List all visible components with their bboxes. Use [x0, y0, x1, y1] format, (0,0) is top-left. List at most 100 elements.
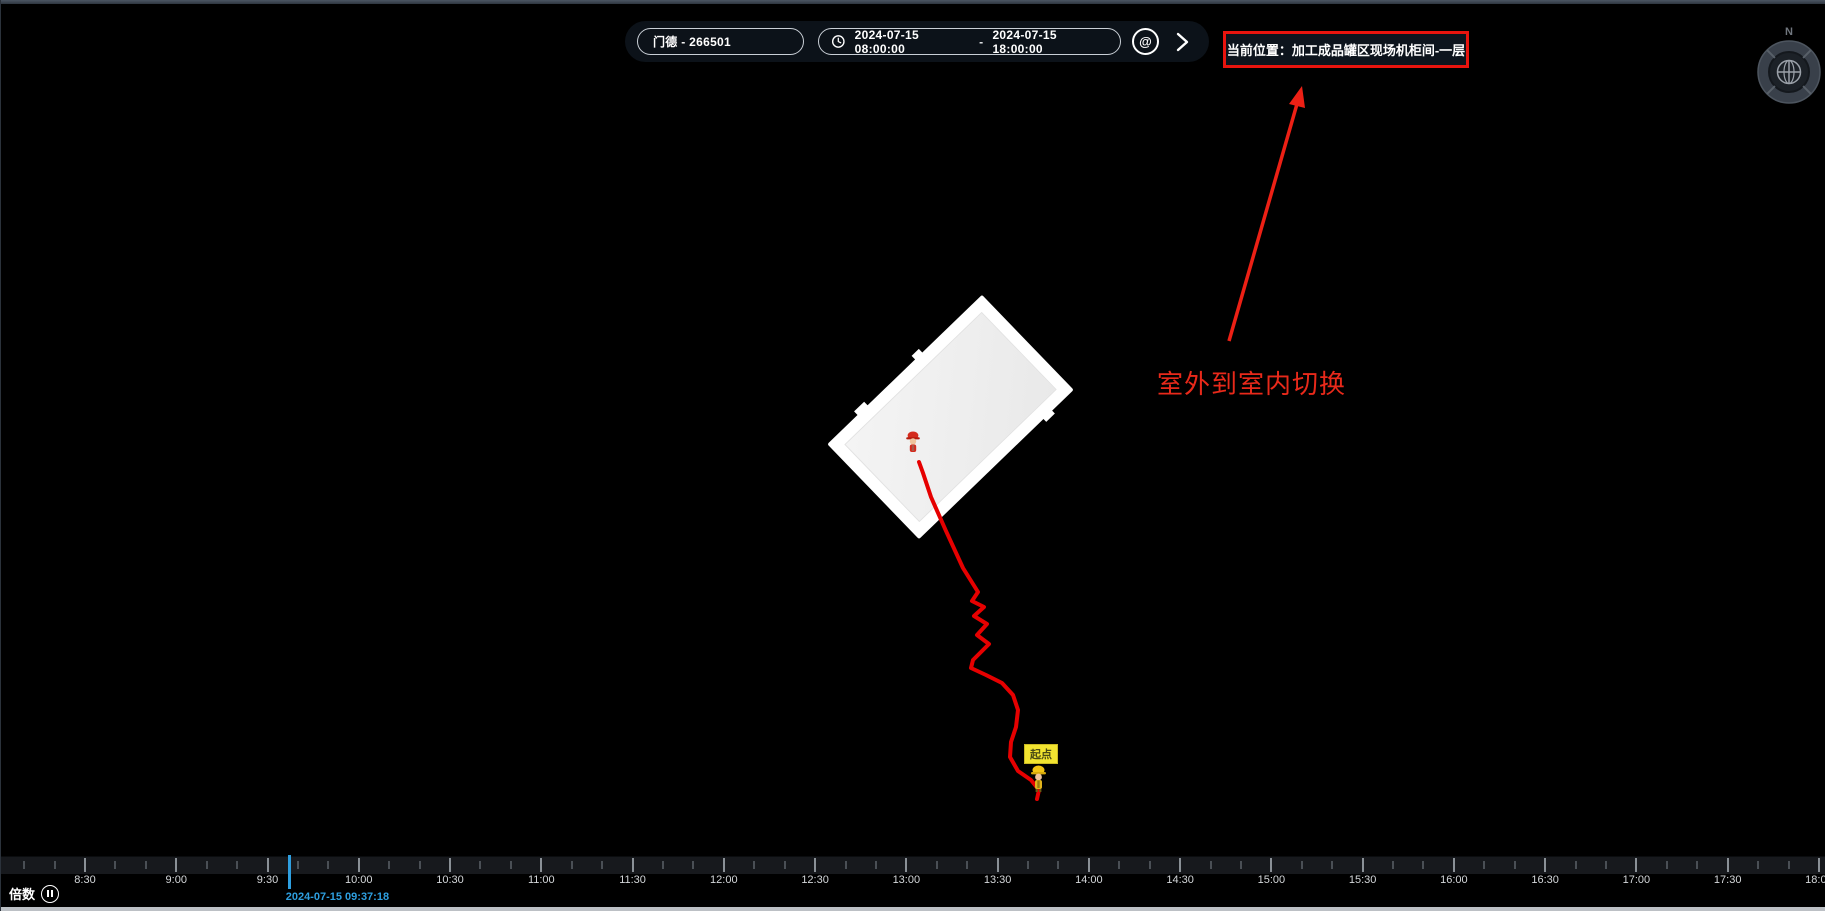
- clock-icon: [831, 35, 845, 48]
- timeline-tick-minor: [753, 861, 756, 869]
- timeline-tick-label: 15:30: [1348, 874, 1377, 886]
- timeline-tick-minor: [114, 861, 117, 869]
- timeline-tick-minor: [205, 861, 208, 869]
- timeline-tick-major: [1361, 858, 1364, 872]
- timeline-tick-major: [449, 858, 452, 872]
- timeline-cursor[interactable]: [288, 855, 292, 889]
- timeline-tick-label: 14:30: [1166, 874, 1194, 886]
- time-range-separator: -: [979, 34, 984, 49]
- timeline-tick-minor: [1483, 861, 1486, 869]
- time-range-picker[interactable]: 2024-07-15 08:00:00 - 2024-07-15 18:00:0…: [818, 27, 1121, 56]
- timeline-tick-major: [722, 858, 725, 872]
- timeline-tick-minor: [844, 861, 847, 869]
- timeline-tick-label: 17:30: [1713, 874, 1742, 886]
- window-top-edge: [1, 0, 1825, 4]
- timeline-tick-minor: [601, 861, 604, 869]
- timeline-tick-label: 10:30: [436, 874, 464, 886]
- pause-icon: [46, 890, 49, 897]
- timeline-tick-label: 13:00: [892, 874, 921, 886]
- compass-north-label: N: [1785, 26, 1793, 38]
- play-forward-button[interactable]: [1168, 27, 1196, 56]
- building-footprint: [827, 294, 1074, 540]
- timeline-tick-major: [1270, 858, 1273, 872]
- compass-control[interactable]: N: [1753, 26, 1825, 110]
- timeline-tick-minor: [1574, 861, 1577, 869]
- pause-button[interactable]: [41, 884, 60, 903]
- timeline-tick-major: [1726, 858, 1729, 872]
- timeline-tick-minor: [327, 861, 330, 869]
- timeline-tick-major: [357, 858, 360, 872]
- building-door-notch: [854, 401, 869, 416]
- worker-marker-current: [905, 430, 921, 459]
- timeline-tick-label: 12:30: [801, 874, 829, 886]
- timeline-tick-major: [1635, 858, 1638, 872]
- target-select-value: 门德 - 266501: [653, 35, 732, 49]
- timeline-tick-minor: [661, 861, 664, 869]
- timeline-tick-label: 9:00: [165, 874, 187, 886]
- timeline-tick-minor: [296, 861, 299, 869]
- timeline-tick-minor: [1513, 861, 1516, 869]
- annotation-arrow-head: [1289, 86, 1305, 108]
- timeline-tick-label: 18:00: [1805, 874, 1825, 886]
- worker-marker-start: [1030, 764, 1047, 797]
- timeline-tick-minor: [1209, 861, 1212, 869]
- globe-icon: [1776, 59, 1802, 85]
- timeline-tick-minor: [509, 861, 512, 869]
- timeline-tick-major: [814, 858, 817, 872]
- timeline-tick-label: 16:30: [1531, 874, 1559, 886]
- timeline-tick-label: 12:00: [710, 874, 738, 886]
- timeline-tick-major: [1817, 858, 1820, 872]
- timeline-tick-major: [1452, 858, 1455, 872]
- building-door-notch: [1042, 409, 1055, 422]
- time-range-end: 2024-07-15 18:00:00: [992, 27, 1057, 56]
- timeline-tick-minor: [1422, 861, 1425, 869]
- timeline-tick-minor: [1148, 861, 1151, 869]
- timeline-tick-label: 10:00: [345, 874, 373, 886]
- time-range-start: 2024-07-15 08:00:00: [854, 27, 920, 56]
- timeline-tick-label: 15:00: [1257, 874, 1286, 886]
- timeline-tick-minor: [479, 861, 482, 869]
- timeline-tick-minor: [388, 861, 391, 869]
- timeline-tick-major: [1087, 858, 1090, 872]
- window-bottom-edge: [1, 907, 1825, 911]
- timeline-tick-major: [1544, 858, 1547, 872]
- timeline-tick-minor: [418, 861, 421, 869]
- chevron-right-icon: [1176, 32, 1189, 51]
- timeline-tick-minor: [1787, 861, 1790, 869]
- timeline-tick-label: 8:30: [74, 874, 96, 886]
- timeline-tick-label: 11:30: [619, 874, 646, 886]
- timeline-tick-minor: [1239, 861, 1242, 869]
- building-floor: [844, 311, 1057, 523]
- timeline-tick-minor: [570, 861, 573, 869]
- target-select[interactable]: 门德 - 266501: [637, 28, 804, 55]
- timeline-tick-minor: [1392, 861, 1395, 869]
- timeline-track[interactable]: [1, 856, 1825, 874]
- timeline-tick-minor: [1696, 861, 1699, 869]
- timeline-tick-minor: [692, 861, 695, 869]
- timeline-tick-minor: [1118, 861, 1121, 869]
- header-toolbar: 门德 - 266501 2024-07-15 08:00:00 - 2024-0…: [625, 21, 1209, 62]
- timeline-tick-major: [631, 858, 634, 872]
- timeline-tick-label: 14:00: [1075, 874, 1103, 886]
- timeline-tick-minor: [1057, 861, 1060, 869]
- timeline-tick-major: [84, 858, 86, 872]
- playback-speed-control: 倍数: [9, 884, 60, 903]
- timeline-tick-minor: [1665, 861, 1668, 869]
- annotation-arrow-line: [1227, 103, 1299, 342]
- current-location-text: 当前位置：加工成品罐区现场机柜间-一层: [1226, 43, 1466, 58]
- annotation-text: 室外到室内切换: [1157, 369, 1347, 399]
- timeline-tick-minor: [783, 861, 786, 869]
- locate-icon: @: [1139, 34, 1152, 49]
- compass-icon: [1757, 40, 1821, 104]
- timeline-tick-label: 11:00: [527, 874, 555, 886]
- timeline-tick-label: 13:30: [983, 874, 1012, 886]
- building-door-notch: [911, 348, 923, 361]
- timeline-tick-major: [905, 858, 908, 872]
- timeline-tick-label: 9:30: [256, 874, 279, 886]
- timeline-tick-minor: [1331, 861, 1334, 869]
- timeline-tick-minor: [966, 861, 969, 869]
- timeline-tick-minor: [935, 861, 938, 869]
- timeline-tick-label: 16:00: [1440, 874, 1468, 886]
- locate-button[interactable]: @: [1132, 28, 1159, 55]
